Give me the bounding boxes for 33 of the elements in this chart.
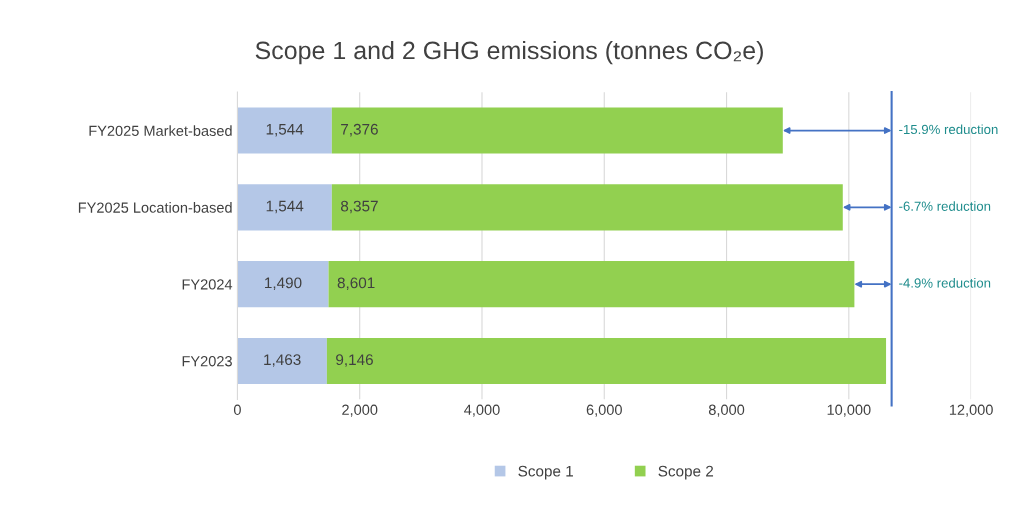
y-tick-label: FY2025 Market-based xyxy=(89,125,232,136)
annotation: -6.7% reduction xyxy=(899,201,991,211)
y-tick-label: FY2025 Location-based xyxy=(78,202,232,213)
x-tick-label: 6,000 xyxy=(586,404,622,417)
bar xyxy=(326,337,887,384)
data-label: 9,146 xyxy=(336,354,373,367)
x-tick-label: 2,000 xyxy=(342,404,378,417)
x-tick-label: 4,000 xyxy=(464,404,500,417)
data-label: 1,490 xyxy=(265,277,302,291)
bar xyxy=(331,107,783,154)
bar xyxy=(331,184,843,231)
bar xyxy=(237,107,332,154)
data-label: 1,463 xyxy=(264,354,301,367)
bar xyxy=(237,184,332,231)
x-tick-label: 0 xyxy=(233,404,241,415)
data-label: 8,357 xyxy=(340,200,378,214)
bar xyxy=(237,261,329,308)
y-tick-label: FY2023 xyxy=(182,356,232,367)
bar xyxy=(237,337,327,384)
x-tick-label: 10,000 xyxy=(827,404,871,417)
annotation: -15.9% reduction xyxy=(899,124,998,135)
chart-title: Scope 1 and 2 GHG emissions (tonnes CO₂e) xyxy=(255,40,763,65)
annotation: -4.9% reduction xyxy=(899,278,991,288)
data-label: 7,376 xyxy=(341,123,378,137)
legend-label: Scope 1 xyxy=(518,465,573,480)
x-tick-label: 8,000 xyxy=(708,404,745,417)
data-label: 1,544 xyxy=(266,124,304,137)
legend-label: Scope 2 xyxy=(658,465,714,480)
data-label: 8,601 xyxy=(337,277,375,291)
bar xyxy=(328,261,855,308)
y-tick-label: FY2024 xyxy=(182,279,233,290)
x-tick-label: 12,000 xyxy=(949,404,993,417)
data-label: 1,544 xyxy=(266,200,304,214)
